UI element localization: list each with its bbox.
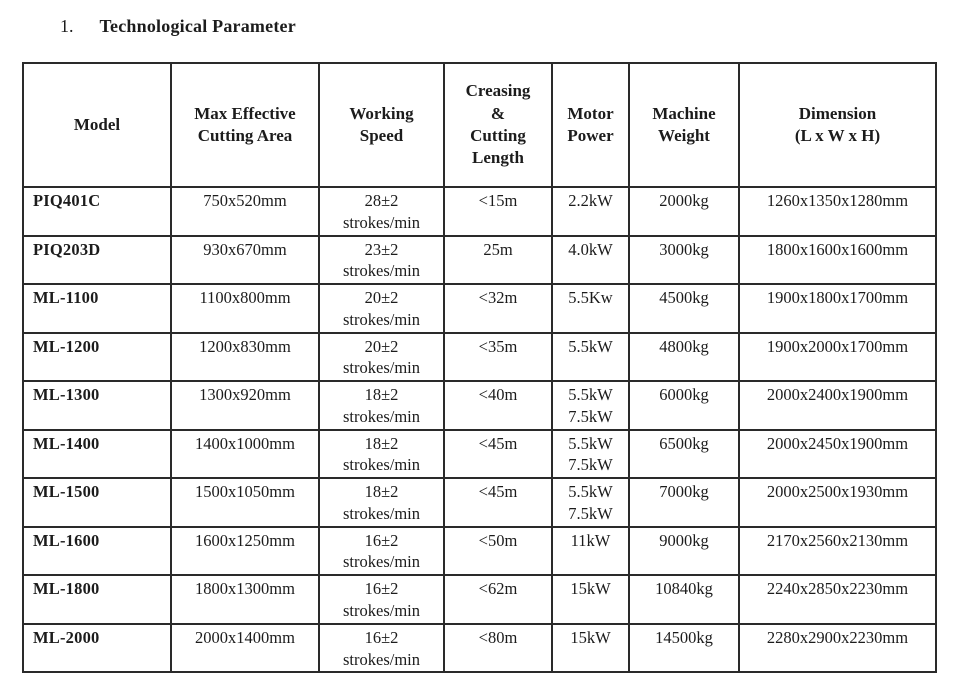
cell-cutting-area: 1800x1300mm xyxy=(170,574,320,625)
table-row: ML-1200 1200x830mm 20±2 strokes/min <35m… xyxy=(22,331,937,383)
cell-working-speed: 23±2 strokes/min xyxy=(318,234,445,286)
col-header-dimension: Dimension (L x W x H) xyxy=(738,62,937,188)
heading-text: Technological Parameter xyxy=(99,16,296,36)
cell-working-speed: 18±2 strokes/min xyxy=(318,380,445,431)
cell-dimension: 2000x2400x1900mm xyxy=(738,380,937,431)
cell-motor-power: 2.2kW xyxy=(551,186,630,237)
cell-model: ML-1500 xyxy=(22,477,172,528)
cell-motor-power: 5.5kW 7.5kW xyxy=(551,428,630,480)
cell-cutting-area: 1500x1050mm xyxy=(170,477,320,528)
col-header-model: Model xyxy=(22,62,172,188)
cell-model: ML-1100 xyxy=(22,283,172,334)
cell-working-speed: 16±2 strokes/min xyxy=(318,622,445,674)
table-row: ML-2000 2000x1400mm 16±2 strokes/min <80… xyxy=(22,622,937,674)
cell-length: <50m xyxy=(443,525,553,577)
cell-model: ML-1400 xyxy=(22,428,172,480)
cell-model: ML-1300 xyxy=(22,380,172,431)
header-row: Model Max Effective Cutting Area Working… xyxy=(22,62,937,188)
cell-motor-power: 5.5kW 7.5kW xyxy=(551,477,630,528)
cell-motor-power: 15kW xyxy=(551,574,630,625)
cell-length: <80m xyxy=(443,622,553,674)
col-header-motor-power: Motor Power xyxy=(551,62,630,188)
cell-motor-power: 5.5Kw xyxy=(551,283,630,334)
cell-model: ML-2000 xyxy=(22,622,172,674)
cell-dimension: 2000x2450x1900mm xyxy=(738,428,937,480)
cell-motor-power: 4.0kW xyxy=(551,234,630,286)
col-header-working-speed: Working Speed xyxy=(318,62,445,188)
cell-machine-weight: 4500kg xyxy=(628,283,740,334)
cell-length: <62m xyxy=(443,574,553,625)
cell-dimension: 2280x2900x2230mm xyxy=(738,622,937,674)
cell-length: <40m xyxy=(443,380,553,431)
col-header-length: Creasing & Cutting Length xyxy=(443,62,553,188)
cell-machine-weight: 4800kg xyxy=(628,331,740,383)
cell-motor-power: 15kW xyxy=(551,622,630,674)
cell-length: <15m xyxy=(443,186,553,237)
cell-cutting-area: 1600x1250mm xyxy=(170,525,320,577)
col-header-machine-weight: Machine Weight xyxy=(628,62,740,188)
cell-cutting-area: 1200x830mm xyxy=(170,331,320,383)
cell-working-speed: 20±2 strokes/min xyxy=(318,283,445,334)
cell-motor-power: 5.5kW 7.5kW xyxy=(551,380,630,431)
cell-machine-weight: 2000kg xyxy=(628,186,740,237)
table-row: ML-1300 1300x920mm 18±2 strokes/min <40m… xyxy=(22,380,937,431)
cell-working-speed: 18±2 strokes/min xyxy=(318,477,445,528)
table-row: ML-1100 1100x800mm 20±2 strokes/min <32m… xyxy=(22,283,937,334)
cell-length: <45m xyxy=(443,477,553,528)
cell-length: <45m xyxy=(443,428,553,480)
cell-length: <35m xyxy=(443,331,553,383)
cell-machine-weight: 14500kg xyxy=(628,622,740,674)
cell-cutting-area: 1300x920mm xyxy=(170,380,320,431)
table-body: PIQ401C 750x520mm 28±2 strokes/min <15m … xyxy=(22,186,937,674)
cell-model: ML-1800 xyxy=(22,574,172,625)
cell-dimension: 2000x2500x1930mm xyxy=(738,477,937,528)
cell-machine-weight: 7000kg xyxy=(628,477,740,528)
cell-dimension: 1800x1600x1600mm xyxy=(738,234,937,286)
cell-machine-weight: 9000kg xyxy=(628,525,740,577)
page-title: 1. Technological Parameter xyxy=(60,16,296,37)
cell-model: PIQ203D xyxy=(22,234,172,286)
cell-cutting-area: 1400x1000mm xyxy=(170,428,320,480)
cell-dimension: 2240x2850x2230mm xyxy=(738,574,937,625)
cell-motor-power: 11kW xyxy=(551,525,630,577)
table-row: PIQ203D 930x670mm 23±2 strokes/min 25m 4… xyxy=(22,234,937,286)
cell-working-speed: 16±2 strokes/min xyxy=(318,525,445,577)
cell-working-speed: 16±2 strokes/min xyxy=(318,574,445,625)
cell-length: <32m xyxy=(443,283,553,334)
cell-machine-weight: 10840kg xyxy=(628,574,740,625)
table-header: Model Max Effective Cutting Area Working… xyxy=(22,62,937,188)
cell-dimension: 1900x1800x1700mm xyxy=(738,283,937,334)
cell-cutting-area: 1100x800mm xyxy=(170,283,320,334)
cell-machine-weight: 6500kg xyxy=(628,428,740,480)
cell-working-speed: 28±2 strokes/min xyxy=(318,186,445,237)
cell-model: ML-1600 xyxy=(22,525,172,577)
cell-cutting-area: 750x520mm xyxy=(170,186,320,237)
parameter-table: Model Max Effective Cutting Area Working… xyxy=(22,62,937,674)
cell-cutting-area: 930x670mm xyxy=(170,234,320,286)
cell-motor-power: 5.5kW xyxy=(551,331,630,383)
cell-dimension: 2170x2560x2130mm xyxy=(738,525,937,577)
col-header-cutting-area: Max Effective Cutting Area xyxy=(170,62,320,188)
heading-number: 1. xyxy=(60,16,74,36)
cell-working-speed: 18±2 strokes/min xyxy=(318,428,445,480)
table-row: ML-1600 1600x1250mm 16±2 strokes/min <50… xyxy=(22,525,937,577)
cell-model: PIQ401C xyxy=(22,186,172,237)
cell-length: 25m xyxy=(443,234,553,286)
cell-model: ML-1200 xyxy=(22,331,172,383)
table-row: PIQ401C 750x520mm 28±2 strokes/min <15m … xyxy=(22,186,937,237)
cell-cutting-area: 2000x1400mm xyxy=(170,622,320,674)
cell-machine-weight: 3000kg xyxy=(628,234,740,286)
table-row: ML-1400 1400x1000mm 18±2 strokes/min <45… xyxy=(22,428,937,480)
table-row: ML-1500 1500x1050mm 18±2 strokes/min <45… xyxy=(22,477,937,528)
cell-working-speed: 20±2 strokes/min xyxy=(318,331,445,383)
table-row: ML-1800 1800x1300mm 16±2 strokes/min <62… xyxy=(22,574,937,625)
cell-machine-weight: 6000kg xyxy=(628,380,740,431)
cell-dimension: 1900x2000x1700mm xyxy=(738,331,937,383)
cell-dimension: 1260x1350x1280mm xyxy=(738,186,937,237)
